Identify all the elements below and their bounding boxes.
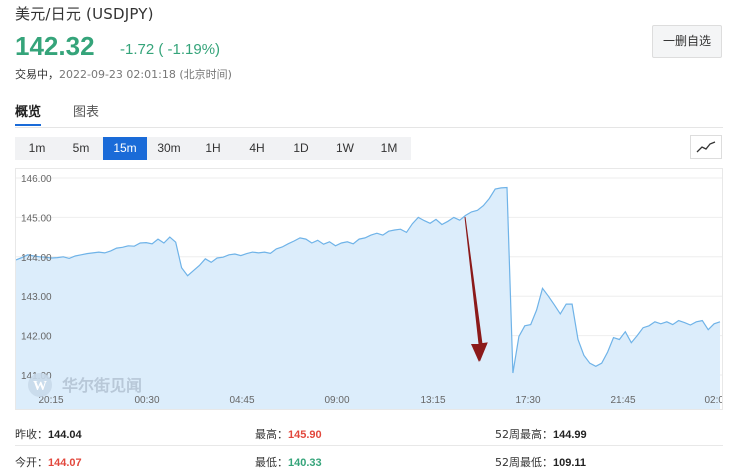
stat-label: 昨收：: [15, 428, 48, 441]
y-tick-label: 144.00: [21, 253, 52, 264]
price-chart-svg: 146.00145.00144.00143.00142.00141.0020:1…: [16, 174, 722, 409]
instrument-title: 美元/日元 (USDJPY): [15, 5, 154, 23]
remove-watchlist-button[interactable]: 一删自选: [652, 25, 722, 58]
x-tick-label: 02:00: [704, 395, 722, 406]
y-tick-label: 146.00: [21, 174, 52, 185]
x-tick-label: 04:45: [229, 395, 254, 406]
period-1w[interactable]: 1W: [336, 141, 354, 155]
period-1h[interactable]: 1H: [205, 141, 221, 155]
stat-value: 109.11: [553, 457, 587, 469]
period-1d[interactable]: 1D: [293, 141, 309, 155]
x-tick-label: 09:00: [324, 395, 349, 406]
y-tick-label: 143.00: [21, 292, 52, 303]
stat-value: 145.90: [288, 429, 322, 441]
stat-value: 144.04: [48, 429, 82, 441]
status-timezone: (北京时间): [179, 68, 232, 81]
current-price: 142.32: [15, 31, 95, 61]
x-tick-label: 20:15: [38, 395, 63, 406]
status-label: 交易中，: [15, 68, 59, 81]
view-tabs: 概览 图表: [15, 97, 723, 128]
price-line: [16, 186, 721, 374]
chart-type-toggle[interactable]: [690, 135, 722, 159]
tab-chart[interactable]: 图表: [73, 105, 100, 120]
x-tick-label: 21:45: [610, 395, 635, 406]
tab-overview[interactable]: 概览: [15, 105, 42, 120]
x-tick-label: 17:30: [515, 395, 540, 406]
stat-label: 今开：: [15, 456, 48, 469]
line-chart-icon: [696, 141, 716, 153]
red-down-arrow-head: [471, 344, 487, 362]
watermark-logo-letter: W: [33, 379, 47, 394]
watermark-text: 华尔街见闻: [62, 376, 142, 395]
stat-label: 52周最高：: [495, 428, 553, 441]
period-1m[interactable]: 1m: [28, 141, 46, 155]
price-chart[interactable]: 146.00145.00144.00143.00142.00141.0020:1…: [15, 168, 723, 410]
stat-52w-high: 52周最高：144.99: [495, 426, 587, 442]
period-30m[interactable]: 30m: [157, 141, 181, 155]
period-15m[interactable]: 15m: [103, 137, 147, 160]
y-tick-label: 145.00: [21, 213, 52, 224]
stat-52w-low: 52周最低：109.11: [495, 454, 586, 470]
period-selector: 1m 5m 15m 30m 1H 4H 1D 1W 1M: [15, 137, 411, 160]
stats-row: 今开：144.07 最低：140.33 52周最低：109.11: [15, 446, 723, 474]
stat-value: 144.99: [553, 429, 587, 441]
status-timestamp: 2022-09-23 02:01:18: [59, 68, 176, 81]
period-5m[interactable]: 5m: [72, 141, 90, 155]
stat-high: 最高：145.90: [255, 426, 322, 442]
price-area-fill: [16, 187, 720, 409]
trading-status: 交易中，2022-09-23 02:01:18 (北京时间): [15, 66, 232, 82]
stat-value: 144.07: [48, 457, 82, 469]
x-tick-label: 00:30: [134, 395, 159, 406]
x-tick-label: 13:15: [420, 395, 445, 406]
active-tab-indicator: [15, 124, 41, 126]
stat-label: 最高：: [255, 428, 288, 441]
stat-open: 今开：144.07: [15, 454, 82, 470]
price-change: -1.72 ( -1.19%): [120, 41, 221, 58]
period-4h[interactable]: 4H: [249, 141, 265, 155]
watermark-logo-icon: [28, 373, 52, 397]
stats-row: 昨收：144.04 最高：145.90 52周最高：144.99: [15, 418, 723, 446]
stat-low: 最低：140.33: [255, 454, 322, 470]
stat-label: 最低：: [255, 456, 288, 469]
stat-prev-close: 昨收：144.04: [15, 426, 82, 442]
stat-value: 140.33: [288, 457, 322, 469]
y-tick-label: 142.00: [21, 332, 52, 343]
stat-label: 52周最低：: [495, 456, 553, 469]
period-1mo[interactable]: 1M: [380, 141, 398, 155]
